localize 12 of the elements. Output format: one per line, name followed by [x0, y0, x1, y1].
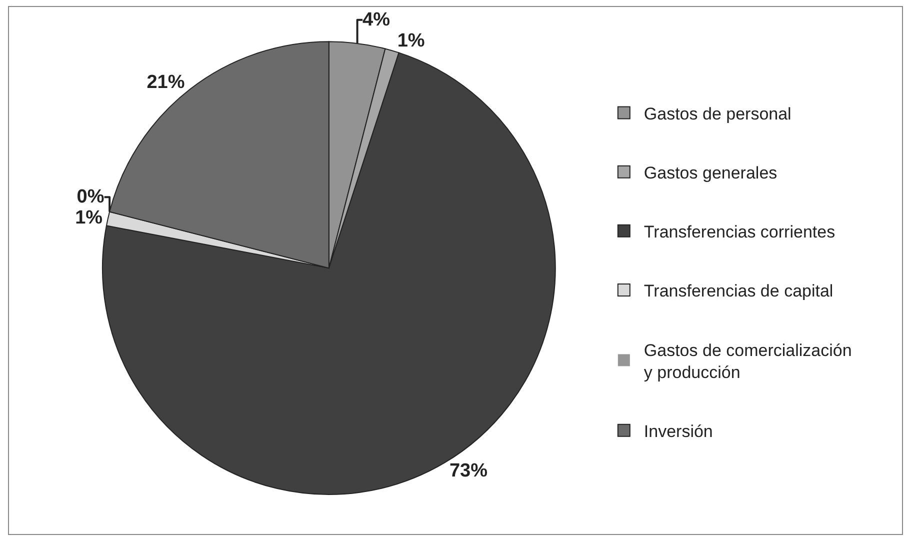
data-label: 73% [449, 460, 488, 482]
data-label: 21% [146, 72, 185, 94]
text: 0% [76, 186, 104, 208]
legend-label: Inversión [644, 422, 713, 441]
legend-label: Gastos generales [644, 163, 778, 182]
legend-label: Gastos de personal [644, 104, 792, 124]
legend-label: Gastos de comercialización y producción [644, 340, 852, 382]
legend-label: Transferencias corrientes [644, 222, 836, 242]
data-label: 4% [362, 9, 390, 30]
legend-label: Transferencias de capital [644, 282, 834, 301]
data-label: 1% [397, 30, 425, 52]
data-label: 1% [75, 208, 103, 229]
